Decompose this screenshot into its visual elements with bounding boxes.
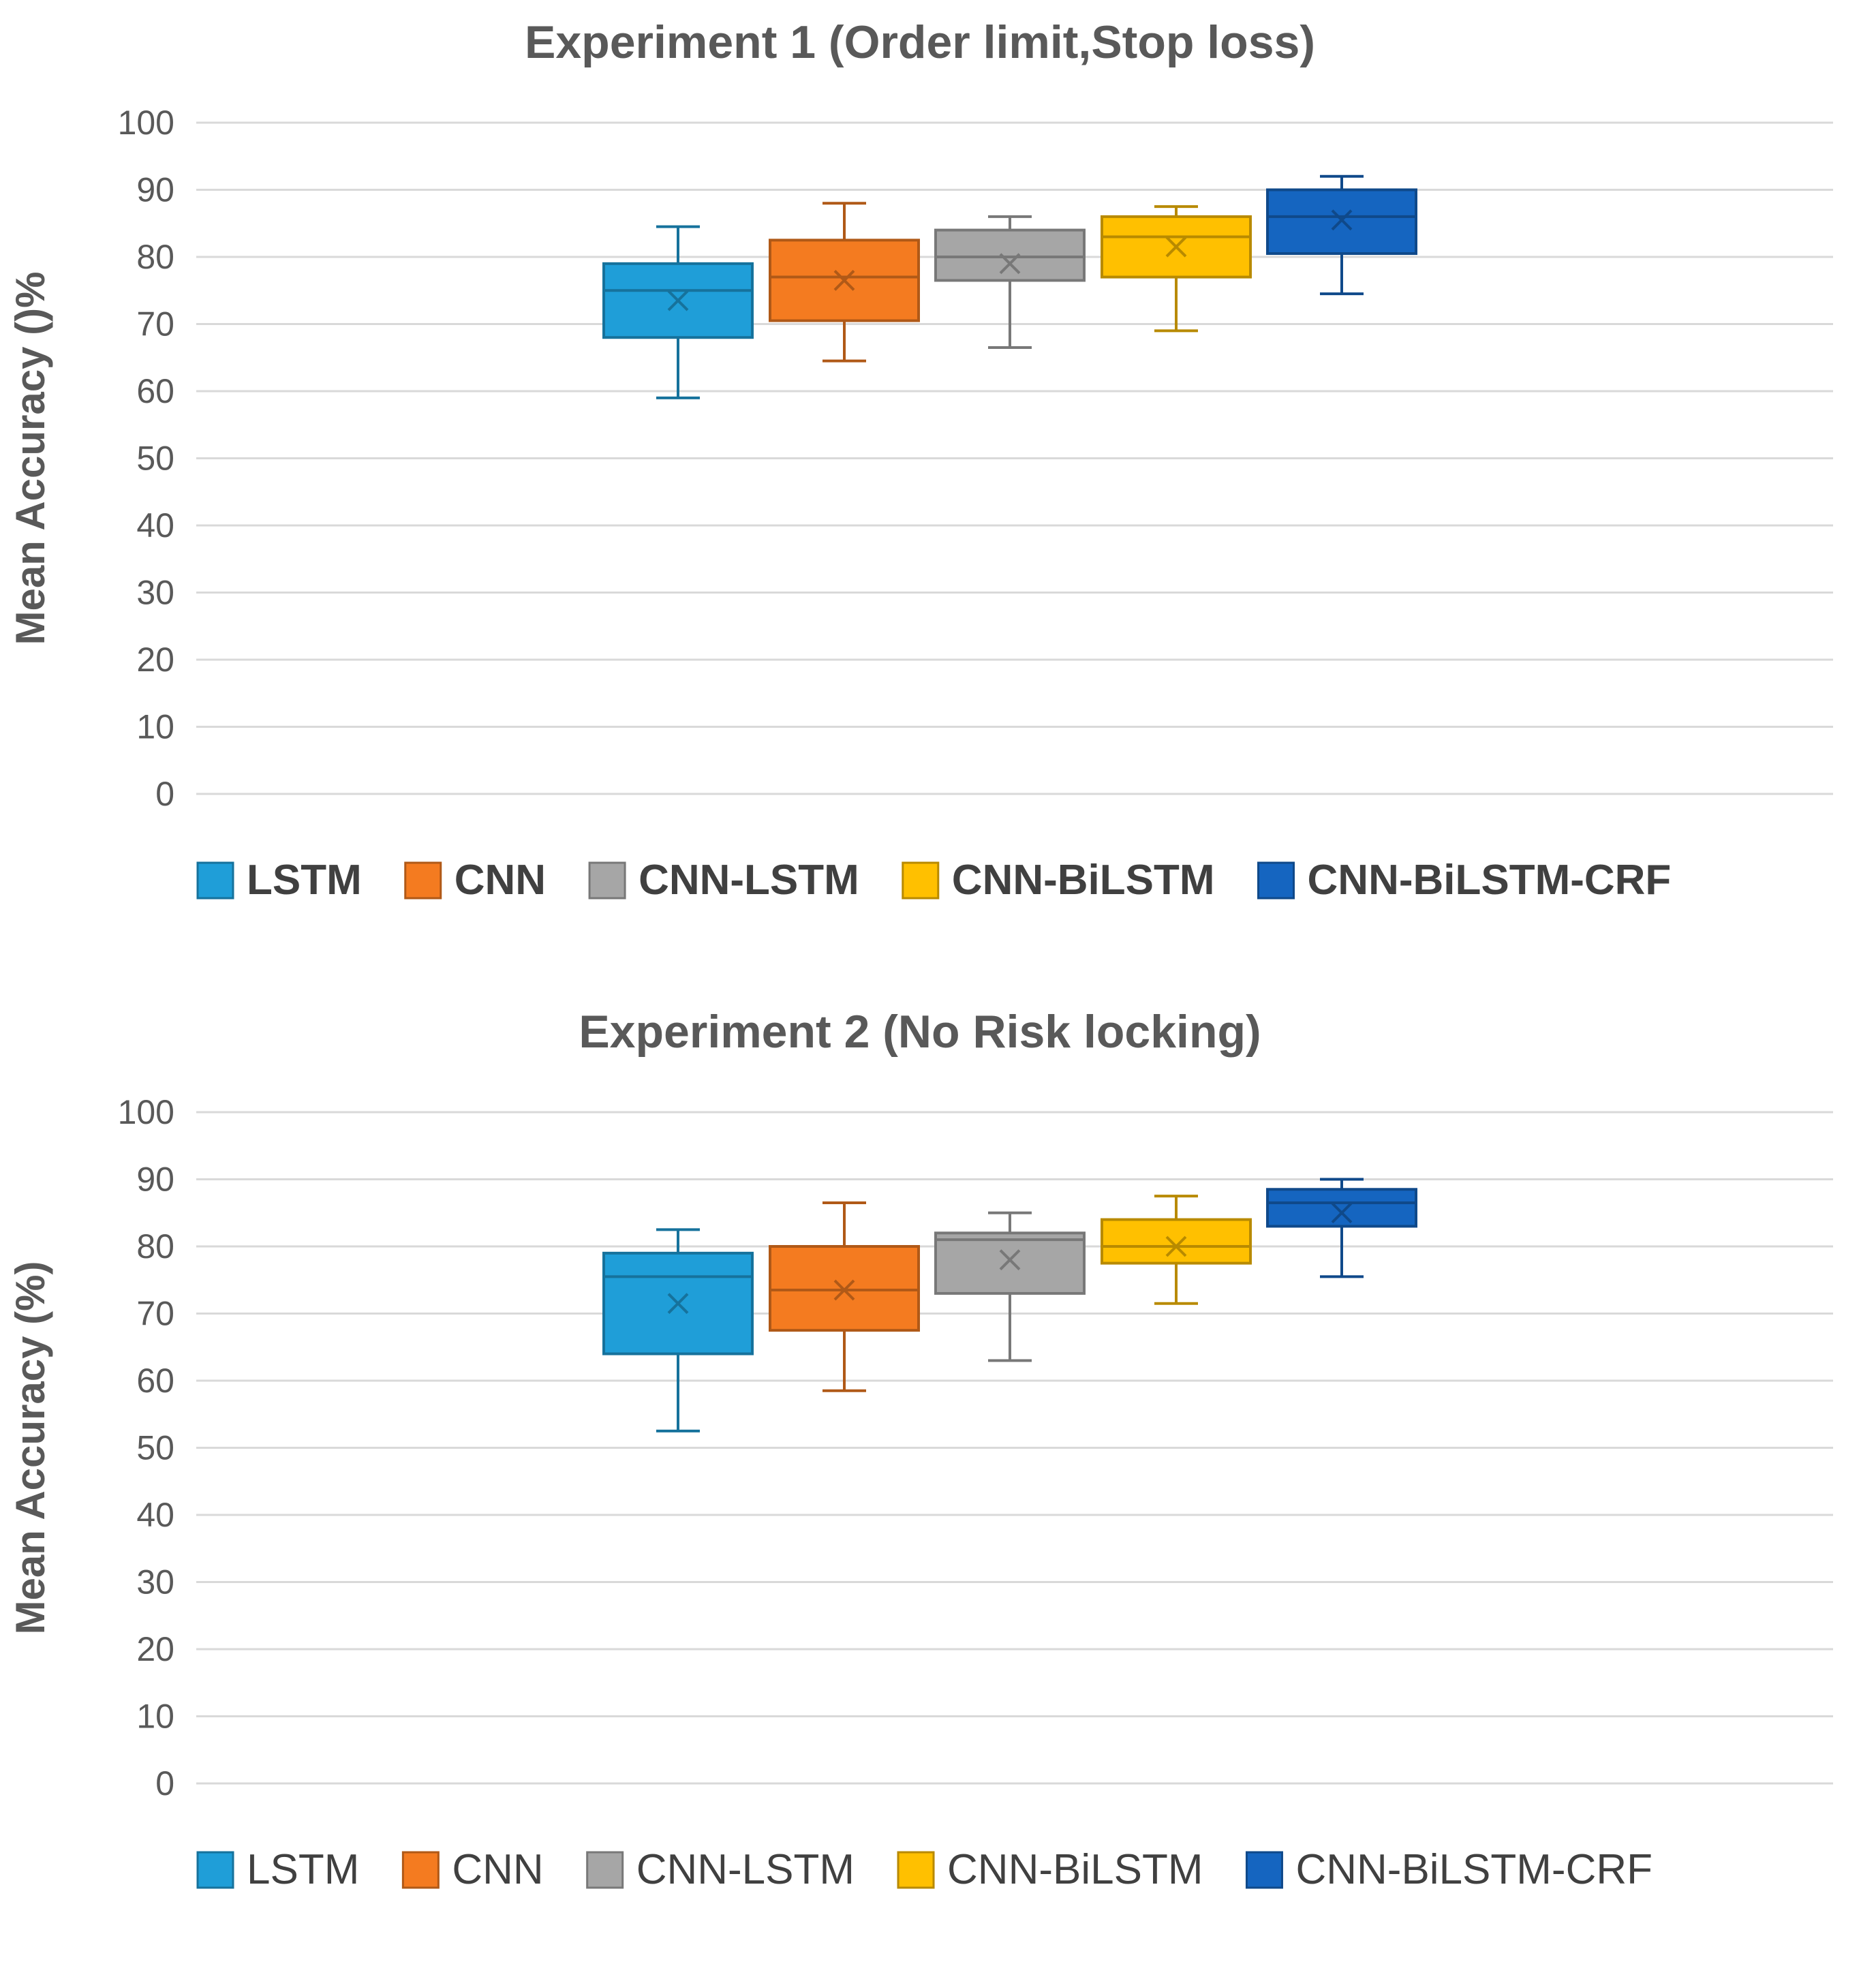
exp1-y-tick-label-20: 20 (136, 641, 174, 679)
exp1-box-lstm (602, 225, 754, 399)
exp1-legend-swatch-cnn-lstm (588, 861, 626, 900)
exp1-legend-label-cnn-bilstm: CNN-BiLSTM (952, 857, 1215, 904)
exp1-mean-marker-cnn-lstm (999, 253, 1021, 275)
exp2-legend-label-cnn-lstm: CNN-LSTM (636, 1846, 855, 1893)
experiment-1-chart: Experiment 1 (Order limit,Stop loss) Mean… (0, 0, 1876, 989)
exp2-legend-label-cnn-bilstm-crf: CNN-BiLSTM-CRF (1295, 1846, 1652, 1893)
exp2-legend-label-cnn: CNN (452, 1846, 543, 1893)
exp1-legend-label-cnn-bilstm-crf: CNN-BiLSTM-CRF (1308, 857, 1672, 904)
exp1-y-tick-label-70: 70 (136, 305, 174, 343)
exp2-y-tick-label-90: 90 (136, 1161, 174, 1199)
exp2-box-cnn-lstm (934, 1211, 1086, 1362)
exp1-mean-marker-cnn-bilstm-crf (1331, 209, 1353, 231)
exp2-y-axis-label: Mean Accuracy (%) (7, 1261, 53, 1635)
exp2-legend: LSTM CNN CNN-LSTM CNN-BiLSTM CNN-BiLSTM-CRF (196, 1846, 1652, 1893)
exp1-box-cnn-bilstm-crf (1266, 174, 1417, 296)
exp2-legend-label-lstm: LSTM (247, 1846, 359, 1893)
exp1-y-tick-label-90: 90 (136, 171, 174, 209)
exp2-iqr-box-cnn-bilstm (1101, 1218, 1252, 1265)
exp2-legend-swatch-cnn (401, 1851, 440, 1889)
exp1-mean-marker-cnn (833, 270, 855, 291)
exp2-legend-swatch-cnn-lstm (586, 1851, 624, 1889)
exp1-y-axis-label: Mean Accuracy ()% (7, 272, 53, 645)
exp1-legend-swatch-cnn (404, 861, 442, 900)
exp2-box-lstm (602, 1228, 754, 1432)
exp1-box-cnn-lstm (934, 215, 1086, 349)
exp2-legend-swatch-cnn-bilstm (897, 1851, 935, 1889)
exp1-legend: LSTM CNN CNN-LSTM CNN-BiLSTM CNN-BiLSTM-CRF (196, 857, 1672, 904)
exp2-box-cnn (769, 1201, 920, 1392)
exp2-legend-swatch-cnn-bilstm-crf (1245, 1851, 1283, 1889)
exp1-y-tick-label-100: 100 (118, 104, 174, 142)
exp1-y-tick-label-30: 30 (136, 574, 174, 612)
exp2-iqr-box-cnn-lstm (934, 1231, 1086, 1295)
exp2-y-tick-label-80: 80 (136, 1227, 174, 1265)
exp2-y-tick-label-70: 70 (136, 1295, 174, 1333)
exp2-y-tick-label-0: 0 (155, 1764, 174, 1802)
exp2-y-tick-label-100: 100 (118, 1093, 174, 1131)
exp2-mean-marker-cnn (833, 1279, 855, 1301)
exp2-y-tick-label-30: 30 (136, 1563, 174, 1601)
exp2-legend-label-cnn-bilstm: CNN-BiLSTM (947, 1846, 1203, 1893)
exp1-legend-label-cnn: CNN (455, 857, 546, 904)
exp2-mean-marker-cnn-bilstm (1165, 1236, 1187, 1257)
experiment-2-chart-svg: Experiment 2 (No Risk locking) Mean Accur… (7, 1006, 1833, 1893)
exp1-legend-label-lstm: LSTM (247, 857, 362, 904)
exp2-mean-marker-cnn-lstm (999, 1249, 1021, 1271)
experiment-1-chart-svg: Experiment 1 (Order limit,Stop loss) Mean… (7, 16, 1833, 904)
exp1-box-cnn-bilstm (1101, 205, 1252, 333)
exp1-legend-swatch-cnn-bilstm (902, 861, 940, 900)
exp1-box-cnn (769, 202, 920, 363)
exp1-legend-swatch-cnn-bilstm-crf (1257, 861, 1295, 900)
exp1-y-tick-label-40: 40 (136, 506, 174, 544)
exp2-legend-swatch-lstm (196, 1851, 234, 1889)
exp1-y-tick-label-10: 10 (136, 708, 174, 746)
exp1-legend-swatch-lstm (196, 861, 234, 900)
exp2-mean-marker-lstm (667, 1293, 689, 1315)
exp1-y-tick-label-80: 80 (136, 238, 174, 276)
exp1-y-tick-label-50: 50 (136, 440, 174, 478)
exp1-chart-title: Experiment 1 (Order limit,Stop loss) (525, 16, 1315, 68)
exp2-box-cnn-bilstm (1101, 1195, 1252, 1305)
exp2-mean-marker-cnn-bilstm-crf (1331, 1202, 1353, 1224)
exp2-box-cnn-bilstm-crf (1266, 1178, 1417, 1278)
exp2-y-tick-label-60: 60 (136, 1362, 174, 1400)
exp1-y-tick-label-0: 0 (155, 775, 174, 813)
exp2-y-tick-label-40: 40 (136, 1496, 174, 1534)
exp1-mean-marker-cnn-bilstm (1165, 236, 1187, 258)
exp1-y-tick-label-60: 60 (136, 372, 174, 410)
exp1-mean-marker-lstm (667, 290, 689, 311)
exp2-chart-title: Experiment 2 (No Risk locking) (579, 1006, 1261, 1058)
exp1-iqr-box-cnn-lstm (934, 228, 1086, 282)
exp2-iqr-box-cnn-bilstm-crf (1266, 1188, 1417, 1228)
experiment-2-chart: Experiment 2 (No Risk locking) Mean Accur… (0, 989, 1876, 1979)
exp1-legend-label-cnn-lstm: CNN-LSTM (639, 857, 859, 904)
exp2-y-tick-label-10: 10 (136, 1698, 174, 1736)
exp2-y-tick-label-20: 20 (136, 1630, 174, 1668)
exp1-iqr-box-cnn (769, 239, 920, 322)
exp2-y-tick-label-50: 50 (136, 1429, 174, 1467)
